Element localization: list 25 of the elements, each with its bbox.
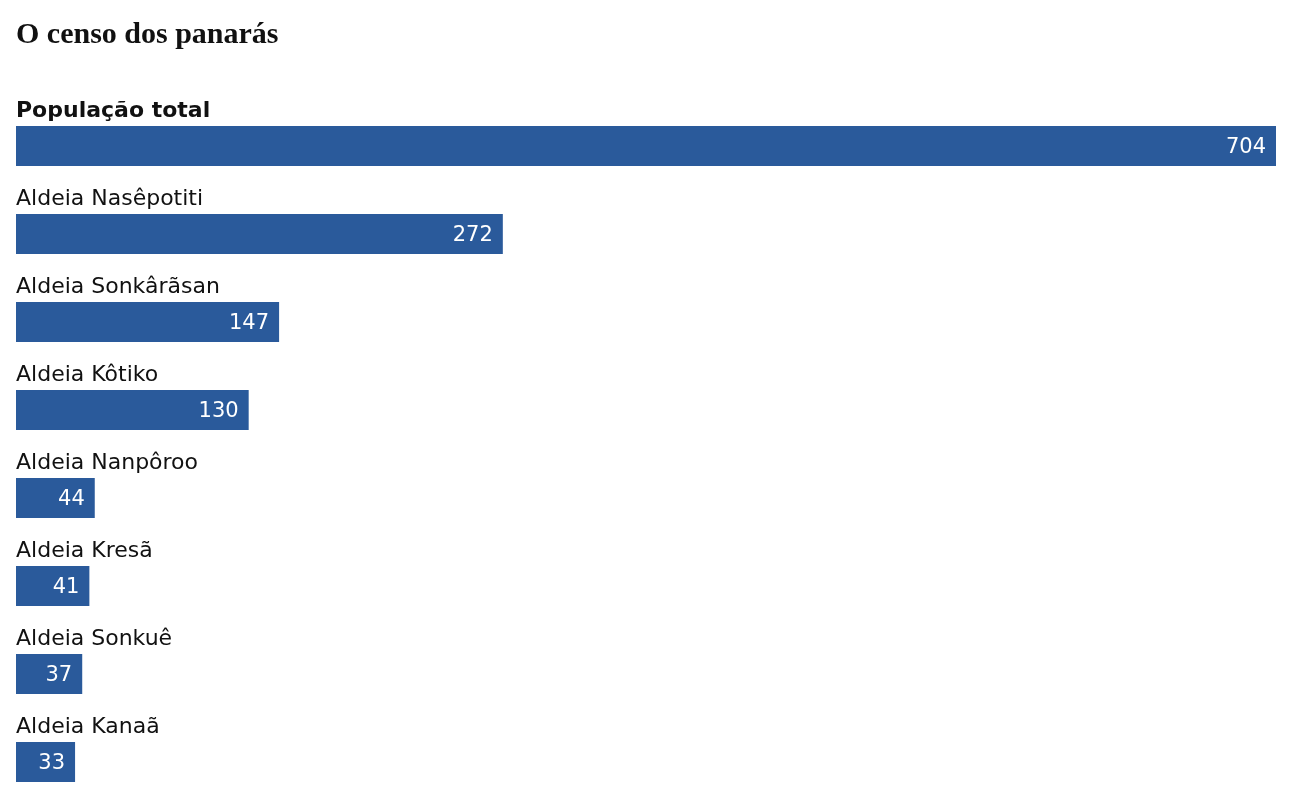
- data-label: 147: [229, 310, 270, 335]
- y-tick-label: Aldeia Kôtiko: [16, 361, 159, 386]
- bar: [16, 478, 95, 518]
- y-tick-label: Aldeia Kanaã: [16, 713, 160, 738]
- data-label: 130: [198, 398, 239, 423]
- bar: [16, 302, 280, 342]
- data-label: 272: [452, 222, 493, 247]
- bar: [16, 566, 90, 606]
- y-tick-label: Aldeia Sonkuê: [16, 625, 173, 650]
- y-tick-label: Aldeia Kresã: [16, 537, 153, 562]
- y-tick-label: Aldeia Nasêpotiti: [16, 185, 204, 210]
- bar: [16, 742, 76, 782]
- data-label: 41: [52, 574, 80, 599]
- y-tick-label: Aldeia Sonkârãsan: [16, 273, 220, 298]
- bar: [16, 654, 83, 694]
- data-label: 44: [58, 486, 85, 511]
- data-label: 704: [1225, 134, 1266, 159]
- y-tick-label: População total: [16, 97, 211, 122]
- chart-title: O censo dos panarás: [16, 16, 279, 49]
- bar: [16, 390, 249, 430]
- data-label: 33: [38, 750, 66, 775]
- bar: [16, 126, 1276, 166]
- y-tick-label: Aldeia Nanpôroo: [16, 449, 199, 474]
- data-label: 37: [45, 662, 73, 687]
- bar: [16, 214, 503, 254]
